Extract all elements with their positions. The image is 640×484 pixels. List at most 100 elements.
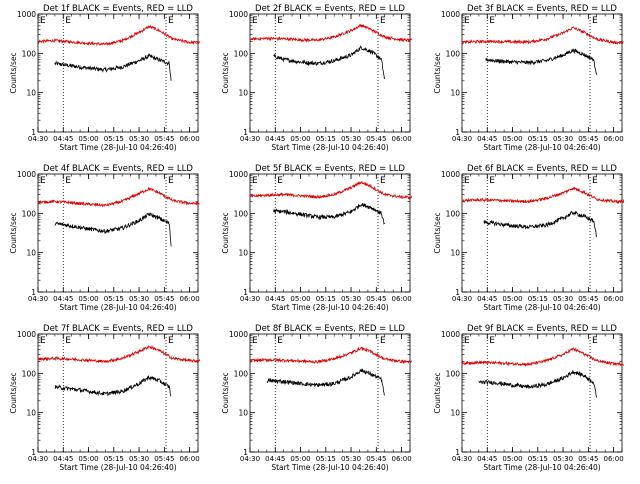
y-tick-label: 10: [26, 409, 36, 418]
panel-det-3f: Det 3f BLACK = Events, RED = LLD 1 10 100 10…: [433, 4, 624, 152]
y-axis-label: Counts/sec: [433, 372, 442, 413]
time-marker-label: E: [489, 16, 495, 26]
x-tick-label: 04:30: [28, 455, 48, 463]
x-tick-label: 05:30: [553, 455, 573, 463]
x-tick-label: 05:00: [290, 455, 310, 463]
time-marker-label: E: [40, 176, 46, 186]
y-tick-label: 1: [243, 448, 248, 457]
time-marker-label: E: [592, 16, 598, 26]
y-tick-label: 10: [238, 89, 248, 98]
time-marker-label: E: [489, 176, 495, 186]
panel-title: Det 5f BLACK = Events, RED = LLD: [255, 164, 405, 174]
panel-det-9f: Det 9f BLACK = Events, RED = LLD 1 10 100 10…: [433, 324, 625, 472]
x-tick-label: 04:30: [452, 455, 472, 463]
x-axis-label: Start Time (28-Jul-10 04:26:40): [483, 303, 600, 312]
y-axis-label: Counts/sec: [433, 212, 442, 253]
x-tick-label: 04:30: [452, 295, 472, 303]
x-tick-label: 05:00: [502, 135, 522, 143]
series-events-line: [273, 202, 386, 225]
x-tick-label: 04:30: [452, 135, 472, 143]
time-marker-label: E: [464, 16, 470, 26]
x-tick-label: 05:30: [129, 455, 149, 463]
x-axis-label: Start Time (28-Jul-10 04:26:40): [59, 463, 176, 472]
time-marker-label: E: [65, 16, 71, 26]
panel-det-6f: Det 6f BLACK = Events, RED = LLD 1 10 100 10…: [433, 164, 625, 312]
x-axis-label: Start Time (28-Jul-10 04:26:40): [483, 143, 600, 152]
x-tick-label: 06:00: [603, 455, 623, 463]
panel-det-4f: Det 4f BLACK = Events, RED = LLD 1 10 100 10…: [9, 164, 200, 312]
y-axis-label: Counts/sec: [9, 212, 18, 253]
x-tick-label: 04:45: [53, 455, 73, 463]
x-tick-label: 05:45: [578, 455, 598, 463]
y-tick-label: 1000: [441, 330, 460, 339]
y-tick-label: 10: [26, 249, 36, 258]
series-lld-line: [249, 346, 412, 365]
panel-det-2f: Det 2f BLACK = Events, RED = LLD 1 10 100 10…: [221, 4, 413, 152]
x-tick-label: 04:30: [240, 135, 260, 143]
x-tick-label: 04:30: [240, 295, 260, 303]
x-tick-label: 05:45: [578, 135, 598, 143]
x-tick-label: 05:00: [78, 295, 98, 303]
y-tick-label: 1000: [441, 10, 460, 19]
series-lld-line: [461, 186, 625, 205]
x-tick-label: 05:15: [104, 135, 124, 143]
y-tick-label: 10: [238, 409, 248, 418]
x-tick-label: 06:00: [603, 295, 623, 303]
y-tick-label: 1: [31, 288, 36, 297]
x-tick-label: 04:30: [28, 135, 48, 143]
x-tick-label: 05:15: [104, 295, 124, 303]
x-tick-label: 05:15: [316, 455, 336, 463]
time-marker-label: E: [252, 336, 258, 346]
x-tick-label: 05:30: [341, 295, 361, 303]
x-tick-label: 04:45: [477, 455, 497, 463]
x-tick-label: 04:30: [240, 455, 260, 463]
x-tick-label: 05:30: [553, 295, 573, 303]
panel-title: Det 9f BLACK = Events, RED = LLD: [467, 324, 617, 334]
x-axis-label: Start Time (28-Jul-10 04:26:40): [59, 303, 176, 312]
x-tick-label: 04:45: [53, 135, 73, 143]
series-events-line: [478, 370, 598, 398]
y-tick-label: 100: [22, 369, 37, 378]
y-axis-label: Counts/sec: [221, 212, 230, 253]
plot-frame: [249, 333, 411, 453]
y-tick-label: 1000: [17, 170, 36, 179]
y-tick-label: 1000: [229, 330, 248, 339]
time-marker-label: E: [380, 176, 386, 186]
series-lld-line: [249, 180, 413, 200]
x-tick-label: 05:45: [578, 295, 598, 303]
x-tick-label: 05:30: [553, 135, 573, 143]
x-tick-label: 04:45: [265, 455, 285, 463]
x-tick-label: 05:45: [366, 295, 386, 303]
x-tick-label: 06:00: [391, 135, 411, 143]
y-axis-label: Counts/sec: [433, 52, 442, 93]
plot-frame: [461, 333, 623, 453]
y-tick-label: 1: [243, 288, 248, 297]
x-tick-label: 05:45: [366, 455, 386, 463]
y-tick-label: 100: [22, 49, 37, 58]
y-tick-label: 10: [26, 89, 36, 98]
x-tick-label: 04:45: [265, 135, 285, 143]
time-marker-label: E: [592, 336, 598, 346]
time-marker-label: E: [65, 336, 71, 346]
series-events-line: [483, 210, 598, 237]
x-tick-label: 05:00: [502, 295, 522, 303]
x-axis-label: Start Time (28-Jul-10 04:26:40): [483, 463, 600, 472]
y-tick-label: 100: [234, 209, 249, 218]
time-marker-label: E: [380, 336, 386, 346]
panel-title: Det 4f BLACK = Events, RED = LLD: [43, 164, 193, 174]
x-axis-label: Start Time (28-Jul-10 04:26:40): [59, 143, 176, 152]
y-tick-label: 1000: [17, 10, 36, 19]
y-tick-label: 10: [450, 409, 460, 418]
y-tick-label: 100: [446, 369, 461, 378]
time-marker-label: E: [40, 336, 46, 346]
y-axis-label: Counts/sec: [221, 52, 230, 93]
series-lld-line: [461, 346, 625, 367]
y-tick-label: 100: [446, 49, 461, 58]
x-tick-label: 05:00: [290, 295, 310, 303]
time-marker-label: E: [252, 16, 258, 26]
x-tick-label: 06:00: [603, 135, 623, 143]
time-marker-label: E: [168, 16, 174, 26]
x-tick-label: 04:45: [53, 295, 73, 303]
